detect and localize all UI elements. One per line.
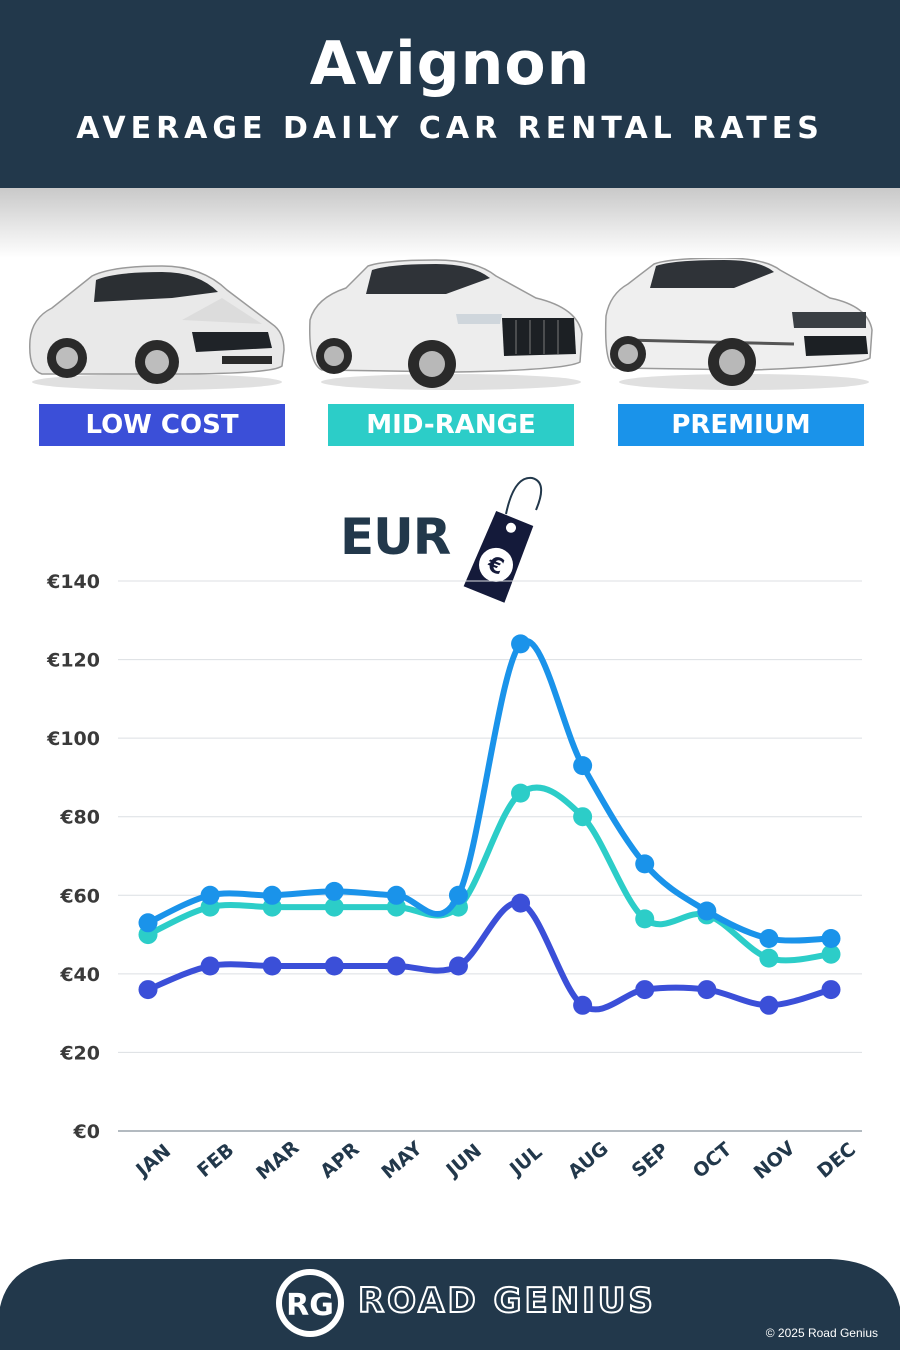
page-title: Avignon <box>309 29 591 99</box>
low-cost-car-image <box>29 265 285 390</box>
x-tick-label: JAN <box>131 1140 176 1182</box>
data-point-premium <box>759 929 779 948</box>
footer-banner: RG <box>0 1259 900 1350</box>
data-point-low-cost <box>262 956 282 976</box>
data-point-mid-range <box>635 909 655 929</box>
data-point-low-cost <box>697 980 717 1000</box>
y-tick-label: €120 <box>46 650 100 672</box>
data-point-premium <box>821 929 841 948</box>
data-point-premium <box>386 885 406 905</box>
y-tick-label: €0 <box>73 1121 100 1143</box>
y-tick-label: €140 <box>46 571 100 593</box>
x-tick-label: MAR <box>252 1136 303 1184</box>
data-point-low-cost <box>821 980 841 1000</box>
data-point-premium <box>138 913 158 933</box>
page-subtitle: AVERAGE DAILY CAR RENTAL RATES <box>76 111 824 146</box>
data-point-premium <box>262 885 282 905</box>
data-point-premium <box>573 756 593 776</box>
footer-copyright: © 2025 Road Genius <box>765 1326 878 1340</box>
data-point-low-cost <box>448 956 468 976</box>
x-tick-label: SEP <box>628 1139 673 1182</box>
data-point-premium <box>200 885 220 905</box>
mid-range-badge: MID-RANGE <box>328 404 574 446</box>
price-tag-icon: € <box>463 476 543 603</box>
data-point-low-cost <box>759 995 779 1015</box>
y-tick-label: €20 <box>59 1042 100 1064</box>
premium-badge: PREMIUM <box>618 404 864 446</box>
x-tick-label: OCT <box>689 1138 736 1183</box>
x-tick-label: APR <box>316 1138 364 1183</box>
y-tick-label: €80 <box>59 807 100 829</box>
data-point-low-cost <box>200 956 220 976</box>
data-point-mid-range <box>759 948 779 968</box>
y-tick-label: €100 <box>46 728 100 750</box>
x-tick-label: AUG <box>564 1138 613 1184</box>
x-tick-label: JUN <box>441 1140 486 1183</box>
series-line-low-cost <box>145 899 834 1013</box>
data-point-low-cost <box>386 956 406 976</box>
footer-brand: ROAD GENIUS <box>357 1281 656 1321</box>
low-cost-badge: LOW COST <box>39 404 285 446</box>
data-point-low-cost <box>138 980 158 1000</box>
data-point-mid-range <box>821 944 841 964</box>
x-tick-label: MAY <box>377 1137 426 1183</box>
y-tick-label: €40 <box>59 964 100 986</box>
x-tick-label: NOV <box>750 1137 800 1184</box>
premium-car-image <box>604 258 873 390</box>
data-point-low-cost <box>573 995 593 1015</box>
footer-logo: RG <box>286 1288 334 1323</box>
data-point-low-cost <box>324 956 344 976</box>
data-point-premium <box>635 854 655 874</box>
header-shadow <box>0 188 900 258</box>
x-tick-label: FEB <box>193 1139 238 1182</box>
data-point-low-cost <box>511 893 531 913</box>
mid-range-car-image <box>309 259 583 390</box>
data-point-mid-range <box>324 897 344 917</box>
series-line-mid-range <box>145 784 834 964</box>
data-point-low-cost <box>635 980 655 1000</box>
data-point-premium <box>448 885 468 905</box>
currency-label: EUR <box>340 508 451 566</box>
x-tick-label: JUL <box>504 1141 546 1181</box>
data-point-mid-range <box>511 783 531 803</box>
header-banner: Avignon AVERAGE DAILY CAR RENTAL RATES <box>0 0 900 188</box>
data-point-premium <box>324 881 344 901</box>
y-tick-label: €60 <box>59 885 100 907</box>
x-tick-label: DEC <box>813 1138 860 1182</box>
data-point-mid-range <box>573 807 593 827</box>
data-point-premium <box>511 634 531 654</box>
data-point-premium <box>697 901 717 921</box>
rental-rates-line-chart: €0 €20 €40 €60 €80 €100 €120 €140 JAN FEB MAR APR MA… <box>46 571 862 1184</box>
